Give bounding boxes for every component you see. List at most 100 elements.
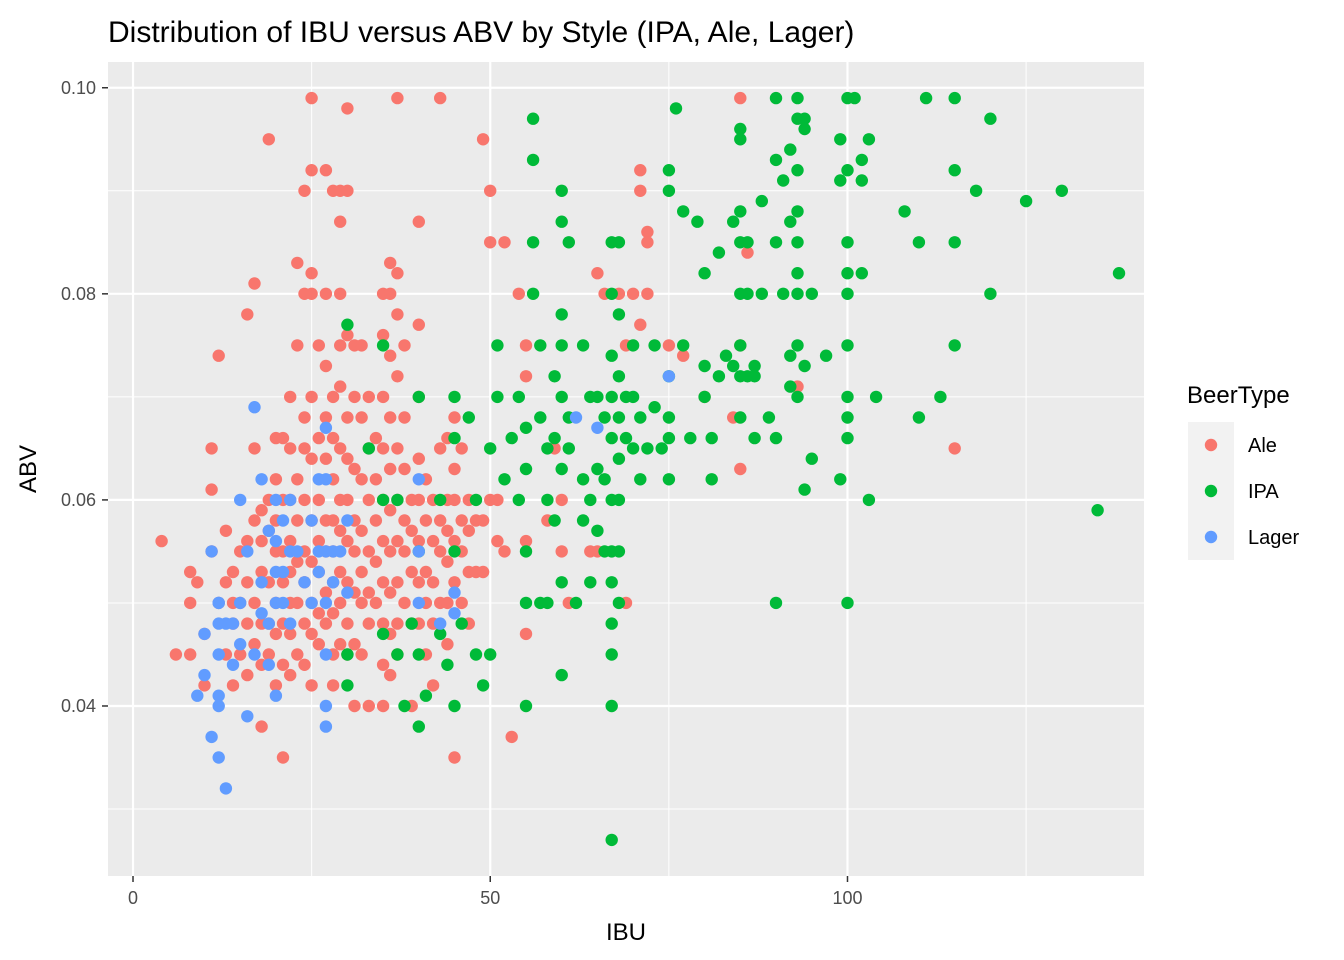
point-ipa — [734, 411, 747, 424]
point-ipa — [734, 339, 747, 352]
point-ipa — [591, 462, 604, 476]
point-ale — [241, 534, 254, 548]
point-ipa — [777, 287, 790, 300]
point-ipa — [784, 380, 797, 393]
point-ale — [412, 452, 425, 465]
point-ale — [484, 236, 497, 249]
point-ipa — [541, 493, 554, 507]
point-ale — [269, 679, 283, 692]
point-ale — [248, 514, 261, 527]
point-ipa — [469, 493, 483, 507]
point-ale — [334, 287, 347, 300]
point-ipa — [662, 411, 676, 424]
point-ipa — [791, 390, 804, 404]
point-ipa — [491, 339, 504, 352]
point-ipa — [412, 390, 425, 404]
point-lager — [591, 421, 604, 434]
point-ale — [391, 267, 404, 280]
point-ipa — [748, 370, 761, 383]
point-ale — [398, 462, 411, 476]
point-ipa — [526, 236, 540, 249]
point-ipa — [605, 287, 618, 300]
point-ipa — [741, 287, 754, 300]
point-lager — [284, 493, 297, 507]
point-ale — [284, 534, 297, 548]
point-lager — [662, 370, 676, 383]
point-ipa — [555, 184, 568, 197]
point-ale — [348, 699, 361, 713]
point-ale — [241, 617, 254, 630]
point-ipa — [719, 349, 733, 362]
point-lager — [226, 658, 240, 671]
point-ipa — [548, 514, 561, 527]
point-ipa — [555, 339, 568, 352]
point-lager — [305, 596, 318, 610]
point-ale — [591, 267, 604, 280]
point-ale — [284, 442, 297, 455]
point-ipa — [541, 442, 554, 455]
point-lager — [412, 473, 425, 486]
point-ale — [226, 565, 240, 579]
point-ale — [391, 370, 404, 383]
point-ale — [219, 576, 233, 589]
chart-title: Distribution of IBU versus ABV by Style … — [108, 16, 854, 49]
point-ale — [376, 442, 390, 455]
point-ale — [334, 638, 347, 651]
point-ale — [341, 576, 354, 589]
point-ipa — [519, 699, 533, 713]
point-ale — [269, 473, 283, 486]
point-ale — [241, 668, 254, 682]
point-ipa — [341, 318, 354, 331]
point-lager — [198, 627, 211, 641]
point-lager — [448, 607, 461, 620]
point-ale — [326, 514, 340, 527]
point-ale — [298, 617, 311, 630]
point-ale — [412, 215, 425, 228]
point-ale — [476, 133, 490, 146]
point-ale — [291, 648, 304, 661]
point-lager — [262, 658, 275, 671]
point-ale — [348, 390, 361, 404]
point-ale — [634, 184, 647, 197]
point-ipa — [791, 267, 804, 280]
point-ipa — [419, 689, 433, 702]
point-ipa — [734, 122, 747, 136]
point-ale — [948, 442, 961, 455]
point-ale — [634, 164, 647, 177]
point-ipa — [698, 390, 711, 404]
point-ale — [448, 411, 461, 424]
point-ipa — [605, 833, 618, 847]
point-ale — [291, 256, 304, 270]
point-ipa — [705, 473, 718, 486]
point-ipa — [412, 720, 425, 733]
point-ipa — [376, 339, 390, 352]
point-ale — [441, 596, 454, 610]
point-ipa — [584, 576, 597, 589]
point-ipa — [834, 174, 847, 187]
point-ipa — [862, 493, 876, 507]
point-ale — [198, 679, 211, 692]
point-lager — [205, 545, 218, 558]
point-ipa — [969, 184, 983, 197]
point-ipa — [391, 493, 404, 507]
point-ale — [476, 565, 490, 579]
point-ale — [405, 524, 418, 537]
point-ipa — [712, 246, 726, 259]
point-ale — [298, 184, 311, 197]
point-ipa — [769, 236, 783, 249]
point-ipa — [519, 421, 533, 434]
point-ipa — [862, 133, 876, 146]
point-ipa — [605, 576, 618, 589]
point-ipa — [576, 514, 590, 527]
point-ipa — [677, 205, 690, 218]
point-lager — [319, 720, 333, 733]
point-ipa — [641, 442, 654, 455]
point-ale — [391, 91, 404, 105]
point-ale — [384, 256, 397, 270]
point-ale — [262, 133, 275, 146]
point-ale — [319, 586, 333, 599]
point-ale — [248, 277, 261, 290]
point-ipa — [698, 267, 711, 280]
point-ale — [391, 534, 404, 548]
point-ipa — [734, 205, 747, 218]
